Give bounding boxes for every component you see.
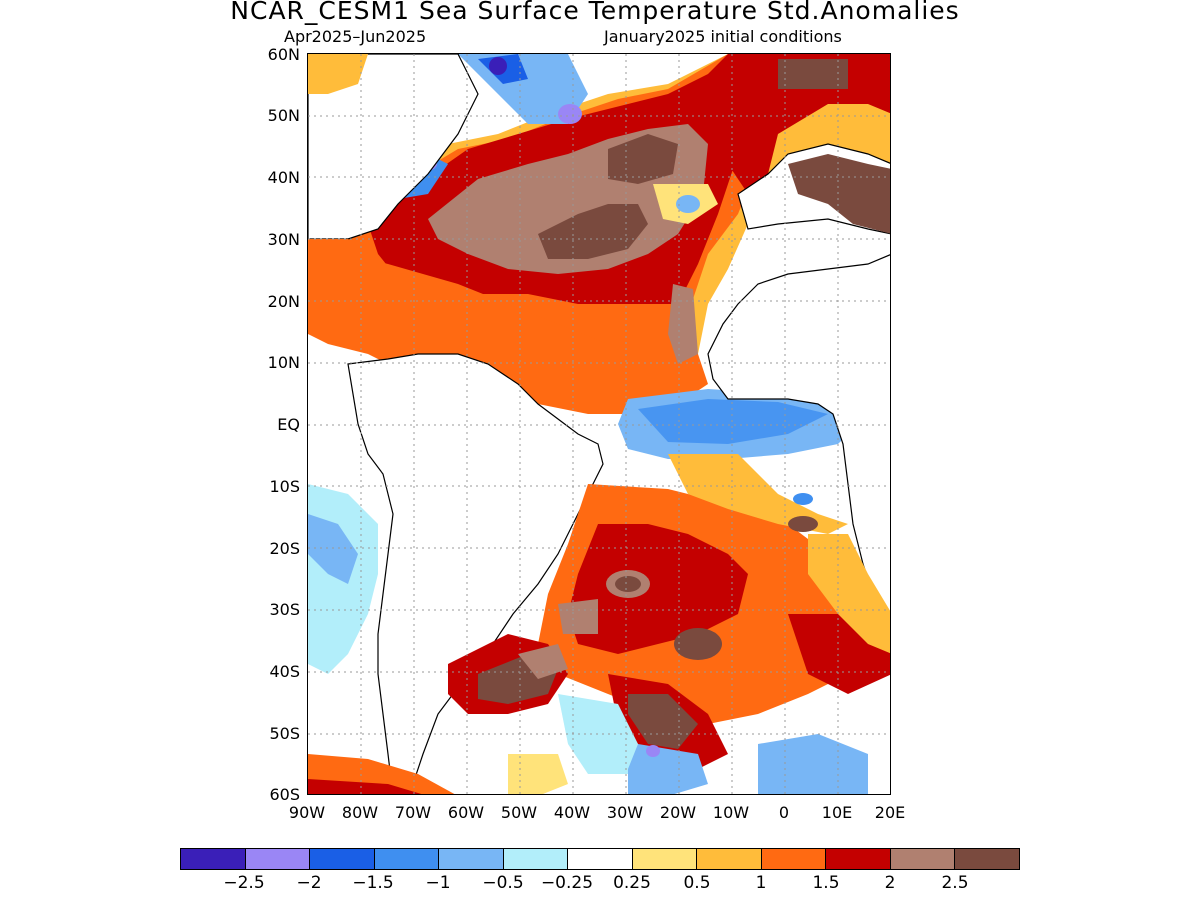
map-title: NCAR_CESM1 Sea Surface Temperature Std.A… (230, 0, 960, 25)
colorbar-swatch (568, 849, 633, 869)
colorbar-label: 1 (755, 873, 767, 893)
lon-label-40w: 40W (553, 803, 591, 822)
colorbar-label: −2 (296, 873, 322, 893)
forecast-period: Apr2025–Jun2025 (284, 27, 427, 46)
lon-label-50w: 50W (500, 803, 538, 822)
lat-label-50n: 50N (267, 106, 300, 125)
colorbar-legend (180, 848, 1020, 870)
lat-label-10n: 10N (267, 353, 300, 372)
anomaly-warm-brown-2 (608, 134, 678, 184)
lon-label-20w: 20W (659, 803, 697, 822)
colorbar-swatch (955, 849, 1019, 869)
colorbar-swatch (632, 849, 698, 869)
lon-label-70w: 70W (394, 803, 432, 822)
lon-label-60w: 60W (447, 803, 485, 822)
lat-label-40s: 40S (269, 662, 300, 681)
lat-label-20s: 20S (269, 539, 300, 558)
sst-anomaly-map (307, 53, 891, 795)
colorbar-swatch (503, 849, 569, 869)
colorbar-swatch (245, 849, 311, 869)
colorbar-swatch (826, 849, 891, 869)
colorbar-swatch (374, 849, 440, 869)
colorbar-label: 2.5 (941, 873, 969, 893)
lon-label-10e: 10E (821, 803, 853, 822)
anomaly-south-atlantic-red (568, 524, 748, 654)
colorbar-swatch (890, 849, 956, 869)
lat-label-40n: 40N (267, 168, 300, 187)
lat-label-30s: 30S (269, 600, 300, 619)
colorbar-label: −2.5 (223, 873, 265, 893)
anomaly-warm-brown (538, 204, 648, 259)
colorbar-swatch (310, 849, 375, 869)
lat-label-60s: 60S (269, 785, 300, 804)
colorbar-swatch (439, 849, 504, 869)
colorbar-swatch (761, 849, 827, 869)
lon-label-30w: 30W (606, 803, 644, 822)
lat-label-eq: EQ (277, 415, 300, 434)
colorbar-label: −0.25 (540, 873, 594, 893)
lon-label-20e: 20E (874, 803, 906, 822)
lat-label-10s: 10S (269, 477, 300, 496)
colorbar-label: −1 (425, 873, 451, 893)
lon-label-80w: 80W (341, 803, 379, 822)
initial-conditions: January2025 initial conditions (604, 27, 842, 46)
lat-label-30n: 30N (267, 230, 300, 249)
colorbar-label: 0.25 (613, 873, 651, 893)
lat-label-20n: 20N (267, 292, 300, 311)
lon-label-0: 0 (778, 803, 790, 822)
anomaly-europe-red (728, 54, 890, 194)
colorbar-swatch (697, 849, 762, 869)
lon-label-90w: 90W (288, 803, 326, 822)
colorbar-label: 2 (884, 873, 896, 893)
colorbar-label: 1.5 (812, 873, 840, 893)
colorbar-label: −1.5 (352, 873, 394, 893)
lat-label-60n: 60N (267, 45, 300, 64)
lon-label-10w: 10W (712, 803, 750, 822)
colorbar-label: 0.5 (683, 873, 711, 893)
colorbar-label: −0.5 (482, 873, 524, 893)
lat-label-50s: 50S (269, 724, 300, 743)
colorbar-swatch (181, 849, 246, 869)
